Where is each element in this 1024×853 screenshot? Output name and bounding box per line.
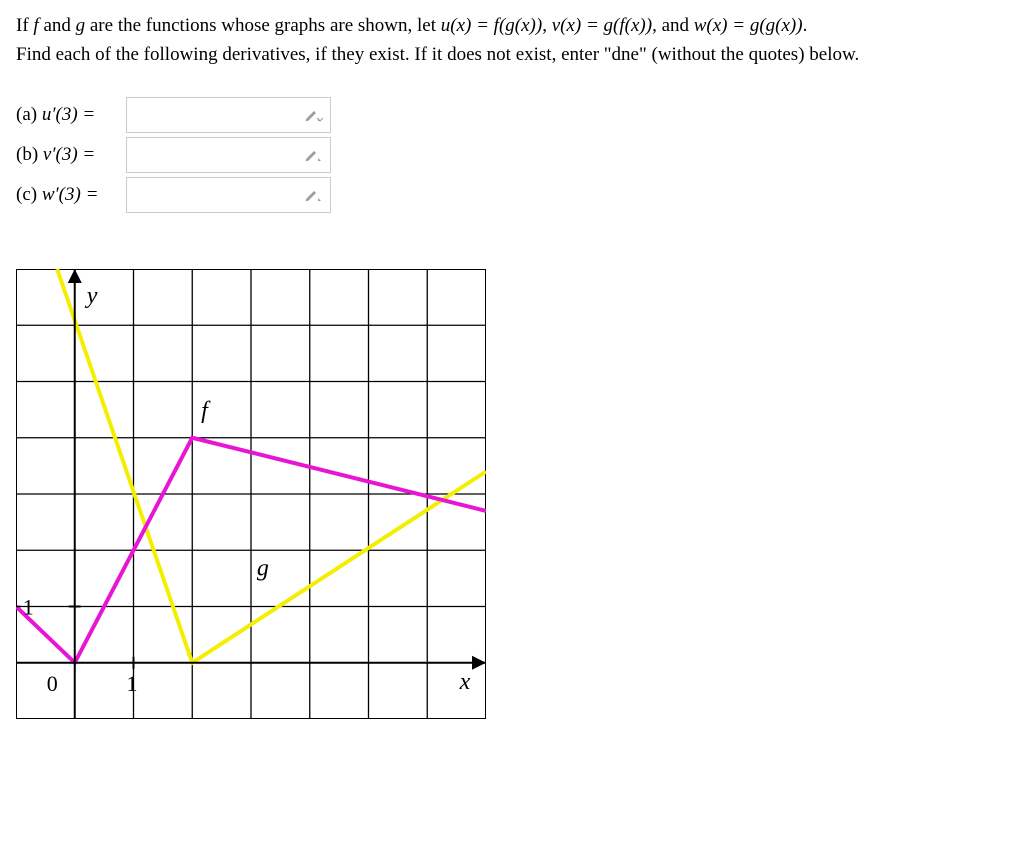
text: . [803, 15, 808, 36]
svg-text:x: x [459, 669, 471, 695]
svg-text:y: y [85, 283, 98, 309]
answer-row: (a) u′(3) = [16, 97, 1008, 133]
answer-row: (c) w′(3) = [16, 177, 1008, 213]
answer-label-b: (b) v′(3) = [16, 144, 126, 166]
problem-statement: If f and g are the functions whose graph… [16, 12, 1006, 69]
svg-text:0: 0 [47, 671, 58, 696]
answer-input-a[interactable] [126, 97, 331, 133]
g-sym: g [76, 15, 86, 36]
text: , [542, 15, 552, 36]
answer-input-c[interactable] [126, 177, 331, 213]
eq-v: v(x) = g(f(x)) [552, 15, 652, 36]
chart-area: yx011fg [16, 269, 1008, 725]
svg-text:1: 1 [127, 671, 138, 696]
instruction-text: Find each of the following derivatives, … [16, 44, 859, 65]
answer-label-c: (c) w′(3) = [16, 184, 126, 206]
svg-text:g: g [257, 556, 269, 582]
text: are the functions whose graphs are shown… [85, 15, 441, 36]
eq-u: u(x) = f(g(x)) [441, 15, 542, 36]
function-graph: yx011fg [16, 269, 486, 719]
answers-block: (a) u′(3) = (b) v′(3) = (c) w′(3) = [16, 97, 1008, 213]
answer-row: (b) v′(3) = [16, 137, 1008, 173]
svg-text:1: 1 [23, 595, 34, 620]
answer-input-b[interactable] [126, 137, 331, 173]
answer-label-a: (a) u′(3) = [16, 104, 126, 126]
text: , and [652, 15, 694, 36]
text: and [39, 15, 76, 36]
eq-w: w(x) = g(g(x)) [694, 15, 803, 36]
text: If [16, 15, 33, 36]
